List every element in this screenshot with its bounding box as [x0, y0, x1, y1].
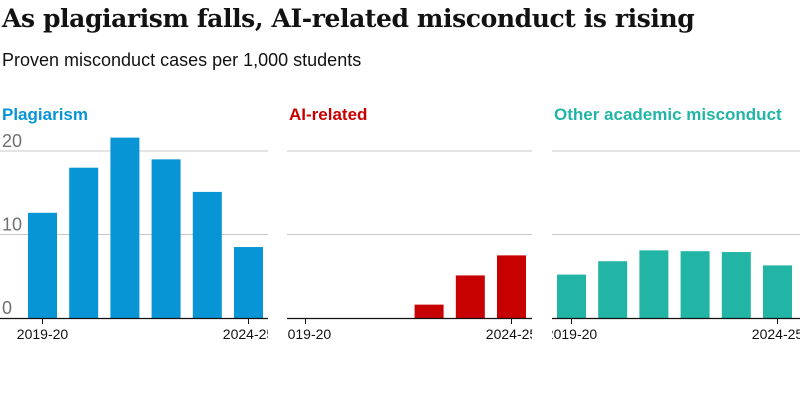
x-tick-label: 2024-25 [752, 326, 800, 342]
bar-2021-22 [110, 137, 140, 318]
bar-2024-25 [763, 265, 792, 318]
bar-2022-23 [414, 304, 444, 318]
x-tick-label: 2019-20 [280, 326, 332, 342]
x-tick-label: 2019-20 [17, 326, 69, 342]
bar-2020-21 [598, 261, 628, 318]
bar-2024-25 [234, 247, 263, 318]
y-tick-label: 10 [2, 215, 22, 235]
panel-2: Other academic misconduct 2019-20 2024-25 [546, 105, 800, 342]
panel-title: AI-related [289, 105, 367, 124]
bar-2023-24 [721, 252, 751, 318]
y-tick-label: 0 [2, 298, 12, 318]
bar-2019-20 [28, 212, 57, 318]
bar-2020-21 [69, 167, 99, 318]
bar-2019-20 [557, 274, 586, 318]
panel-1: AI-related 2019-20 2024-25 [280, 105, 538, 342]
bar-2021-22 [639, 250, 669, 318]
y-tick-label: 20 [2, 131, 22, 151]
panel-title: Other academic misconduct [554, 105, 782, 124]
bar-2022-23 [151, 159, 181, 318]
panel-0: Plagiarism 0 10 20 2019-20 2024-25 [0, 105, 275, 342]
x-tick-label: 2019-20 [546, 326, 598, 342]
bar-2022-23 [680, 251, 710, 318]
panel-title: Plagiarism [2, 105, 88, 124]
bar-2023-24 [192, 191, 222, 318]
x-tick-label: 2024-25 [223, 326, 275, 342]
bar-2023-24 [455, 275, 485, 318]
bar-2024-25 [497, 255, 526, 318]
chart-title: As plagiarism falls, AI-related miscondu… [2, 4, 695, 33]
chart-subtitle: Proven misconduct cases per 1,000 studen… [2, 50, 362, 70]
x-tick-label: 2024-25 [486, 326, 538, 342]
